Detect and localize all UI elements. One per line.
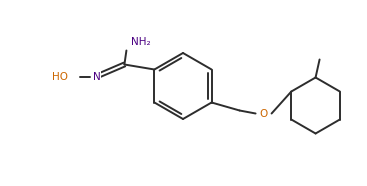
Text: HO: HO	[52, 71, 68, 81]
Text: NH₂: NH₂	[131, 36, 151, 46]
Text: N: N	[92, 71, 100, 81]
Text: O: O	[259, 108, 268, 118]
